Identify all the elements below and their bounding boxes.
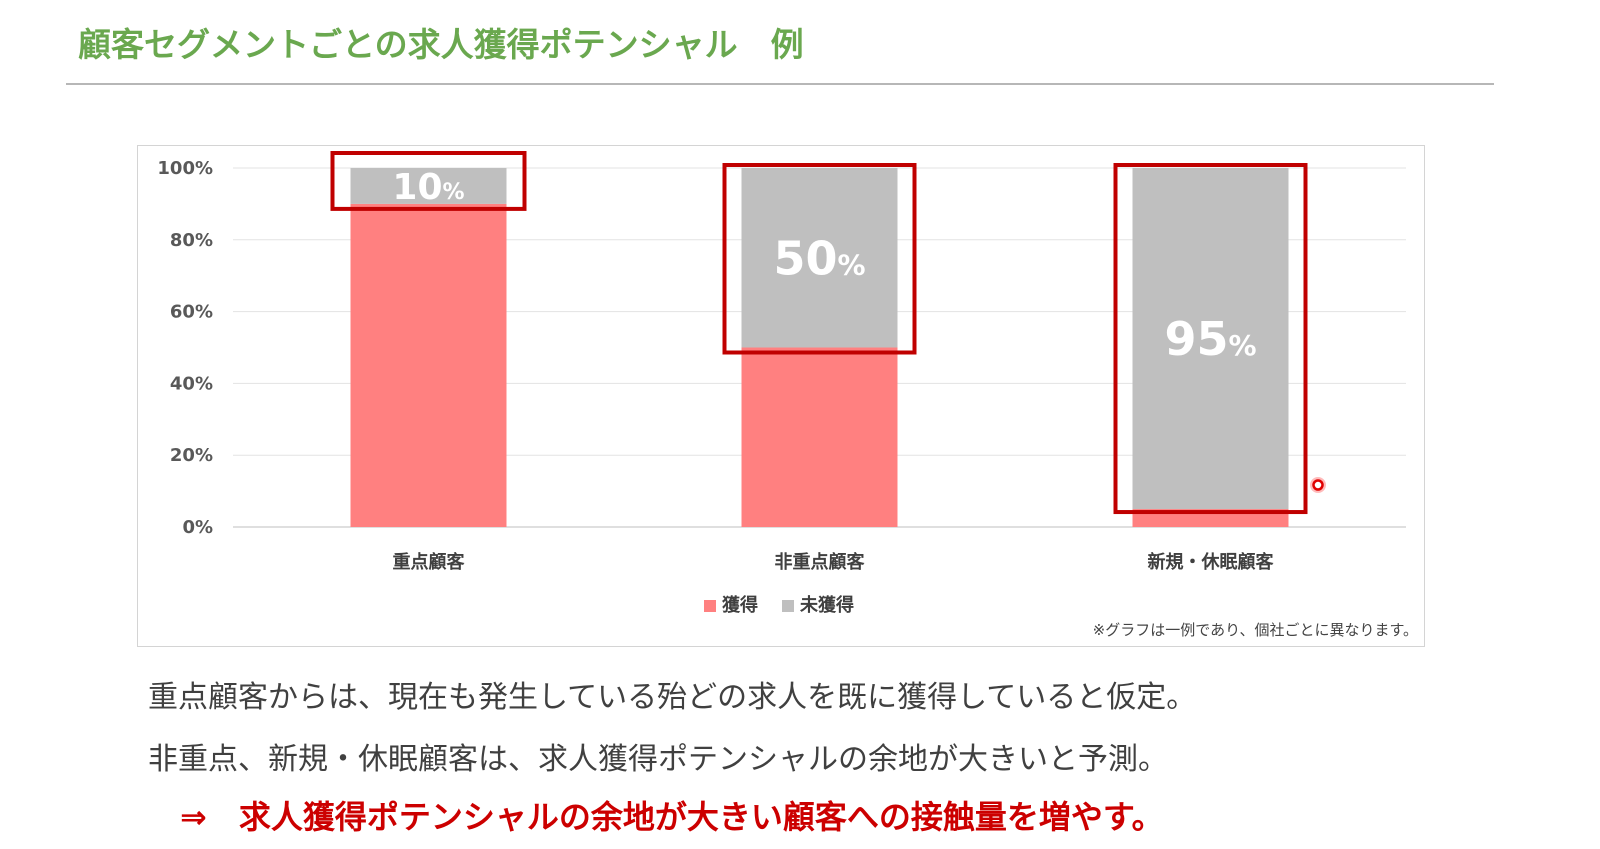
y-tick-label: 20% bbox=[170, 445, 213, 466]
data-label: 95% bbox=[1164, 312, 1256, 366]
highlight-box bbox=[330, 151, 527, 211]
y-tick-label: 0% bbox=[182, 517, 213, 538]
chart-note: ※グラフは一例であり、個社ごとに異なります。 bbox=[1092, 621, 1418, 639]
chart-container: 0% 20% 40% 60% 80% 100% 10% 重点顧客 50% 非重点顧客 95% 新規・休… bbox=[137, 145, 1425, 647]
category-label: 非重点顧客 bbox=[775, 551, 866, 573]
legend-swatch bbox=[782, 600, 794, 612]
body-text-line-2: 非重点、新規・休眠顧客は、求人獲得ポテンシャルの余地が大きいと予測。 bbox=[148, 742, 1168, 777]
y-tick-label: 40% bbox=[170, 373, 213, 394]
title-divider bbox=[66, 83, 1494, 85]
bar-acquired bbox=[741, 347, 898, 527]
y-tick-label: 100% bbox=[157, 158, 213, 179]
y-tick-label: 80% bbox=[170, 230, 213, 251]
bar-not-acquired bbox=[350, 168, 507, 204]
data-label: 10% bbox=[392, 167, 464, 208]
category-label: 新規・休眠顧客 bbox=[1148, 551, 1275, 573]
y-tick-label: 60% bbox=[170, 302, 213, 323]
bar-not-acquired bbox=[1132, 168, 1289, 510]
pointer-dot bbox=[1312, 479, 1324, 491]
stacked-bar-chart: 0% 20% 40% 60% 80% 100% 10% 重点顧客 50% 非重点顧客 95% 新規・休… bbox=[157, 151, 1406, 616]
highlight-box bbox=[722, 163, 917, 355]
data-label: 50% bbox=[773, 231, 865, 285]
body-text-line-1: 重点顧客からは、現在も発生している殆どの求人を既に獲得していると仮定。 bbox=[148, 680, 1197, 715]
legend-swatch bbox=[704, 600, 716, 612]
bar-acquired bbox=[350, 203, 507, 527]
legend-label: 獲得 bbox=[722, 594, 758, 616]
legend-label: 未獲得 bbox=[800, 594, 854, 616]
slide-title: 顧客セグメントごとの求人獲得ポテンシャル 例 bbox=[78, 25, 804, 64]
bar-not-acquired bbox=[741, 168, 898, 348]
highlight-box bbox=[1113, 163, 1308, 515]
category-label: 重点顧客 bbox=[393, 551, 466, 573]
conclusion-text: ⇒ 求人獲得ポテンシャルの余地が大きい顧客への接触量を増やす。 bbox=[180, 798, 1164, 836]
